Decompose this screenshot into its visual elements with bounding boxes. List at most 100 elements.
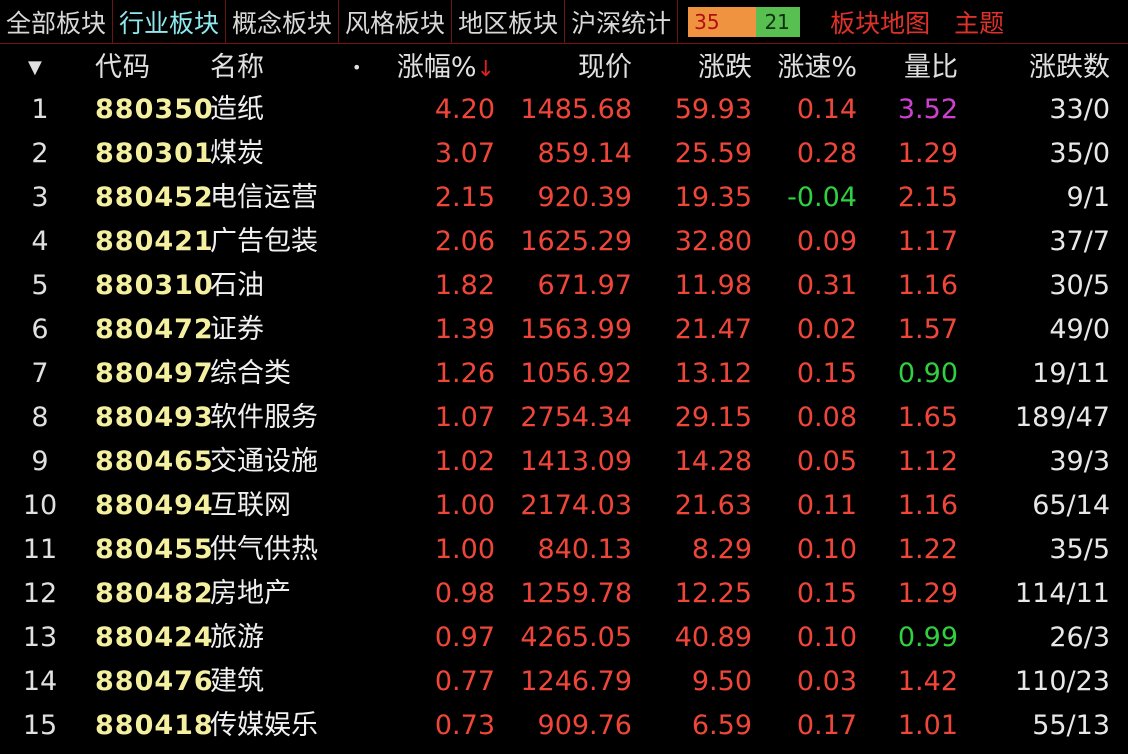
table-row[interactable]: 13 880424 旅游 0.97 4265.05 40.89 0.10 0.99 26/3 (0, 616, 1128, 660)
dot-icon: • (352, 58, 362, 77)
up-down-count: 26/3 (1049, 622, 1110, 653)
sector-code: 880418 (95, 710, 214, 741)
theme-link[interactable]: 主题 (954, 8, 1005, 38)
header-code[interactable]: 代码 (95, 52, 151, 83)
table-row[interactable]: 7 880497 综合类 1.26 1056.92 13.12 0.15 0.90 19/11 (0, 352, 1128, 396)
change: 12.25 (674, 578, 752, 609)
change-pct: 1.07 (434, 402, 495, 433)
speed: 0.15 (796, 358, 857, 389)
change-pct: 0.97 (434, 622, 495, 653)
sector-name: 综合类 (210, 358, 291, 389)
table-row[interactable]: 15 880418 传媒娱乐 0.73 909.76 6.59 0.17 1.01 55/13 (0, 704, 1128, 748)
change-pct: 0.77 (434, 666, 495, 697)
price: 909.76 (537, 710, 632, 741)
sector-name: 证券 (210, 314, 264, 345)
sector-code: 880424 (95, 622, 214, 653)
table-row[interactable]: 2 880301 煤炭 3.07 859.14 25.59 0.28 1.29 35/0 (0, 132, 1128, 176)
tab-0[interactable]: 全部板块 (0, 0, 114, 44)
row-index: 5 (31, 270, 49, 301)
sector-name: 房地产 (210, 578, 291, 609)
volume-ratio: 1.29 (897, 138, 958, 169)
tab-2[interactable]: 概念板块 (226, 0, 340, 44)
table-row[interactable]: 14 880476 建筑 0.77 1246.79 9.50 0.03 1.42 110/23 (0, 660, 1128, 704)
speed: 0.17 (796, 710, 857, 741)
price: 671.97 (537, 270, 632, 301)
header-vol-ratio[interactable]: 量比 (904, 52, 958, 83)
row-index: 3 (31, 182, 49, 213)
speed: 0.31 (796, 270, 857, 301)
change: 21.63 (674, 490, 752, 521)
tab-5[interactable]: 沪深统计 (565, 0, 679, 44)
up-down-count: 55/13 (1032, 710, 1110, 741)
sector-name: 交通设施 (210, 446, 318, 477)
change-pct: 1.02 (434, 446, 495, 477)
sector-code: 880350 (95, 94, 214, 125)
row-index: 4 (31, 226, 49, 257)
header-updown[interactable]: 涨跌数 (1029, 52, 1110, 83)
table-row[interactable]: 5 880310 石油 1.82 671.97 11.98 0.31 1.16 30/5 (0, 264, 1128, 308)
table-row[interactable]: 3 880452 电信运营 2.15 920.39 19.35 -0.04 2.15 9/1 (0, 176, 1128, 220)
change-pct: 2.06 (434, 226, 495, 257)
volume-ratio: 0.90 (897, 358, 958, 389)
tab-bar: 全部板块 行业板块 概念板块 风格板块 地区板块 沪深统计 35 21 板块地图 主题 (0, 0, 1128, 44)
sort-menu-icon[interactable]: ▼ (28, 57, 42, 78)
change-pct: 1.82 (434, 270, 495, 301)
speed: 0.14 (796, 94, 857, 125)
header-change-pct-label: 涨幅% (396, 52, 477, 83)
sector-code: 880472 (95, 314, 214, 345)
table-row[interactable]: 8 880493 软件服务 1.07 2754.34 29.15 0.08 1.65 189/4… (0, 396, 1128, 440)
volume-ratio: 1.22 (897, 534, 958, 565)
tab-3[interactable]: 风格板块 (339, 0, 453, 44)
up-down-count: 30/5 (1049, 270, 1110, 301)
speed: 0.03 (796, 666, 857, 697)
change-pct: 2.15 (434, 182, 495, 213)
table-row[interactable]: 10 880494 互联网 1.00 2174.03 21.63 0.11 1.16 65/14 (0, 484, 1128, 528)
change: 25.59 (674, 138, 752, 169)
table-row[interactable]: 6 880472 证券 1.39 1563.99 21.47 0.02 1.57 49/0 (0, 308, 1128, 352)
sector-name: 造纸 (210, 94, 264, 125)
speed: 0.08 (796, 402, 857, 433)
sector-name: 供气供热 (210, 534, 318, 565)
speed: 0.28 (796, 138, 857, 169)
header-name[interactable]: 名称 (210, 52, 264, 83)
sector-name: 建筑 (210, 666, 264, 697)
up-down-count: 35/0 (1049, 138, 1110, 169)
sector-code: 880465 (95, 446, 214, 477)
sector-name: 互联网 (210, 490, 291, 521)
down-count: 21 (756, 6, 801, 37)
header-change[interactable]: 涨跌 (698, 52, 752, 83)
volume-ratio: 1.01 (897, 710, 958, 741)
row-index: 2 (31, 138, 49, 169)
header-price[interactable]: 现价 (578, 52, 632, 83)
speed: -0.04 (787, 182, 857, 213)
sector-map-link[interactable]: 板块地图 (830, 8, 931, 38)
header-change-pct[interactable]: 涨幅%↓ (397, 46, 495, 90)
price: 1246.79 (520, 666, 632, 697)
tab-1[interactable]: 行业板块 (113, 0, 227, 44)
speed: 0.10 (796, 534, 857, 565)
row-index: 6 (31, 314, 49, 345)
volume-ratio: 1.12 (897, 446, 958, 477)
row-index: 1 (31, 94, 49, 125)
price: 920.39 (537, 182, 632, 213)
table-row[interactable]: 1 880350 造纸 4.20 1485.68 59.93 0.14 3.52 33/0 (0, 88, 1128, 132)
change-pct: 4.20 (434, 94, 495, 125)
table-row[interactable]: 11 880455 供气供热 1.00 840.13 8.29 0.10 1.22 35/5 (0, 528, 1128, 572)
header-speed[interactable]: 涨速% (777, 52, 857, 83)
speed: 0.11 (796, 490, 857, 521)
row-index: 12 (22, 578, 58, 609)
table-row[interactable]: 12 880482 房地产 0.98 1259.78 12.25 0.15 1.29 114/1… (0, 572, 1128, 616)
up-down-count: 19/11 (1032, 358, 1110, 389)
table-row[interactable]: 9 880465 交通设施 1.02 1413.09 14.28 0.05 1.12 39/3 (0, 440, 1128, 484)
change: 29.15 (674, 402, 752, 433)
price: 859.14 (537, 138, 632, 169)
price: 1413.09 (520, 446, 632, 477)
volume-ratio: 2.15 (897, 182, 958, 213)
sector-code: 880455 (95, 534, 214, 565)
table-row[interactable]: 4 880421 广告包装 2.06 1625.29 32.80 0.09 1.17 37/7 (0, 220, 1128, 264)
change-pct: 1.39 (434, 314, 495, 345)
volume-ratio: 0.99 (897, 622, 958, 653)
price: 1259.78 (520, 578, 632, 609)
change-pct: 1.00 (434, 490, 495, 521)
tab-4[interactable]: 地区板块 (452, 0, 566, 44)
